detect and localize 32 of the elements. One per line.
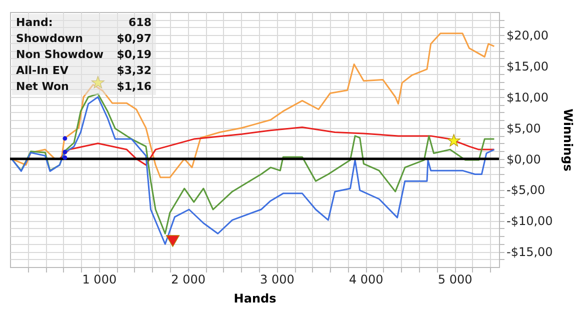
annotation: All-In EV bbox=[16, 64, 70, 77]
annotation: Showdown bbox=[16, 32, 84, 45]
x-axis-title: Hands bbox=[234, 292, 276, 306]
annotation: Net Won bbox=[16, 80, 70, 93]
x-tick-label: 3 000 bbox=[260, 272, 294, 286]
x-tick-label: 4 000 bbox=[348, 272, 384, 286]
x-tick-label: 2 000 bbox=[171, 272, 206, 286]
annotation: $0,97 bbox=[116, 32, 152, 45]
y-tick-label: $20,00 bbox=[506, 28, 548, 43]
line-series bbox=[10, 32, 495, 178]
point bbox=[447, 134, 460, 146]
point bbox=[166, 235, 180, 247]
annotation: Hand: bbox=[16, 16, 54, 29]
y-tick-label: -$10,00 bbox=[506, 214, 553, 228]
annotation: Non Showdow bbox=[16, 48, 104, 61]
y-tick-label: $10,00 bbox=[506, 90, 548, 104]
y-tick-label: $0,00 bbox=[506, 152, 541, 166]
point bbox=[62, 150, 68, 154]
point bbox=[62, 155, 68, 160]
x-tick-label: 5 000 bbox=[438, 272, 472, 286]
y-axis-title: Winnings bbox=[560, 108, 575, 172]
annotation: $1,16 bbox=[116, 80, 152, 93]
point bbox=[62, 136, 68, 141]
y-tick-label: $15,00 bbox=[506, 60, 548, 74]
y-tick-label: $5,00 bbox=[506, 121, 541, 136]
annotation: $0,19 bbox=[116, 48, 152, 61]
annotation: 618 bbox=[128, 16, 152, 29]
y-tick-label: -$15,00 bbox=[506, 245, 553, 260]
annotation: $3,32 bbox=[116, 64, 152, 77]
x-tick-label: 1 000 bbox=[82, 272, 117, 286]
y-tick-label: -$5,00 bbox=[506, 183, 546, 198]
point bbox=[91, 76, 104, 88]
